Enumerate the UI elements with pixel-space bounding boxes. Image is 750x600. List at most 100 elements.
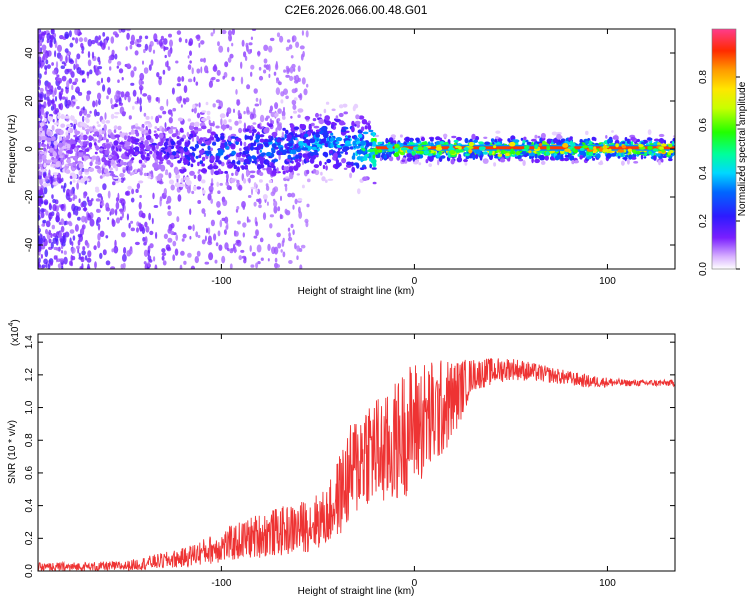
- spectrogram-cell: [200, 143, 206, 147]
- spectrogram-speckle: [94, 35, 99, 44]
- spectrogram-speckle: [294, 242, 297, 250]
- spectrogram-speckle: [177, 194, 182, 202]
- spectrogram-cell: [286, 166, 290, 171]
- spectrogram-cell: [131, 157, 135, 161]
- spectrogram-cell: [139, 151, 144, 155]
- spectrogram-speckle: [43, 30, 47, 35]
- spectrogram-speckle: [166, 98, 169, 107]
- spectrogram-cell: [363, 166, 367, 170]
- spectrogram-cell: [479, 154, 483, 161]
- spectrogram-cell: [145, 145, 151, 151]
- spectrogram-speckle: [163, 188, 167, 196]
- spectrogram-cell: [51, 159, 56, 163]
- spectrogram-speckle: [69, 229, 75, 234]
- spectrogram-speckle: [283, 106, 285, 112]
- spectrogram-cell: [340, 129, 347, 133]
- spectrogram-y-tick-label: 0: [24, 146, 35, 152]
- spectrogram-speckle: [181, 76, 185, 82]
- spectrogram-cell: [250, 142, 255, 147]
- spectrogram-cell: [244, 135, 251, 140]
- spectrogram-cell: [201, 163, 205, 167]
- spectrogram-cell: [271, 131, 278, 137]
- spectrogram-speckle: [75, 86, 80, 92]
- spectrogram-blob: [635, 151, 641, 155]
- spectrogram-speckle: [132, 124, 136, 129]
- spectrogram-speckle: [78, 37, 84, 43]
- spectrogram-speckle: [295, 41, 300, 48]
- spectrogram-cell: [351, 126, 355, 133]
- spectrogram-speckle: [38, 33, 42, 41]
- spectrogram-cell: [250, 186, 256, 190]
- spectrogram-speckle: [213, 64, 217, 70]
- spectrogram-cell: [214, 133, 219, 139]
- spectrogram-cell: [671, 141, 675, 146]
- spectrogram-cell: [126, 146, 131, 150]
- spectrogram-cell: [310, 152, 314, 157]
- spectrogram-speckle: [44, 71, 47, 75]
- spectrogram-cell: [174, 169, 180, 175]
- spectrogram-speckle: [46, 32, 51, 41]
- spectrogram-speckle: [60, 218, 65, 226]
- spectrogram-speckle: [288, 44, 293, 50]
- spectrogram-blob: [562, 143, 569, 148]
- spectrogram-cell: [266, 166, 272, 173]
- spectrogram-speckle: [56, 247, 59, 251]
- spectrogram-speckle: [263, 44, 269, 51]
- spectrogram-speckle: [70, 247, 76, 254]
- spectrogram-blob: [393, 148, 399, 153]
- spectrogram-cell: [43, 162, 47, 168]
- spectrogram-cell: [145, 134, 152, 141]
- spectrogram-cell: [65, 124, 72, 127]
- spectrogram-speckle: [56, 85, 62, 90]
- spectrogram-speckle: [263, 58, 268, 64]
- spectrogram-speckle: [177, 76, 182, 83]
- colorbar-gradient: [712, 29, 736, 269]
- spectrogram-speckle: [107, 190, 111, 199]
- spectrogram-speckle: [267, 243, 271, 251]
- spectrogram-cell: [298, 152, 303, 156]
- spectrogram-cell: [224, 170, 229, 174]
- spectrogram-speckle: [45, 210, 49, 216]
- spectrogram-cell: [150, 115, 154, 120]
- spectrogram-speckle: [293, 75, 297, 81]
- spectrogram-speckle: [143, 67, 149, 74]
- spectrogram-cell: [251, 155, 257, 160]
- spectrogram-blob: [631, 149, 637, 153]
- spectrogram-speckle: [226, 107, 232, 115]
- spectrogram-speckle: [237, 220, 241, 225]
- spectrogram-speckle: [124, 93, 127, 101]
- spectrogram-blob: [615, 143, 619, 148]
- spectrogram-cell: [282, 149, 287, 155]
- spectrogram-speckle: [233, 249, 237, 253]
- spectrogram-cell: [128, 148, 135, 154]
- spectrogram-cell: [258, 179, 263, 183]
- spectrogram-cell: [288, 166, 294, 173]
- spectrogram-cell: [362, 176, 368, 181]
- spectrogram-speckle: [143, 249, 149, 257]
- spectrogram-cell: [351, 155, 356, 160]
- spectrogram-speckle: [61, 96, 67, 100]
- spectrogram-speckle: [102, 32, 106, 37]
- spectrogram-speckle: [287, 192, 292, 198]
- spectrogram-speckle: [99, 252, 103, 259]
- spectrogram-cell: [221, 139, 226, 143]
- spectrogram-cell: [65, 139, 71, 143]
- spectrogram-speckle: [268, 73, 271, 78]
- spectrogram-speckle: [203, 57, 206, 63]
- spectrogram-speckle: [38, 110, 41, 116]
- spectrogram-speckle: [168, 117, 173, 124]
- spectrogram-speckle: [52, 198, 56, 204]
- spectrogram-speckle: [66, 99, 72, 106]
- spectrogram-cell: [115, 166, 119, 172]
- spectrogram-cell: [39, 122, 44, 127]
- spectrogram-blob: [493, 145, 497, 149]
- spectrogram-speckle: [226, 222, 229, 229]
- spectrogram-cell: [352, 105, 356, 112]
- spectrogram-cell: [484, 141, 491, 146]
- spectrogram-cell: [363, 154, 368, 161]
- spectrogram-cell: [372, 138, 377, 142]
- spectrogram-blob: [515, 151, 521, 156]
- spectrogram-cell: [98, 168, 101, 172]
- spectrogram-speckle: [97, 240, 101, 249]
- spectrogram-speckle: [251, 187, 253, 196]
